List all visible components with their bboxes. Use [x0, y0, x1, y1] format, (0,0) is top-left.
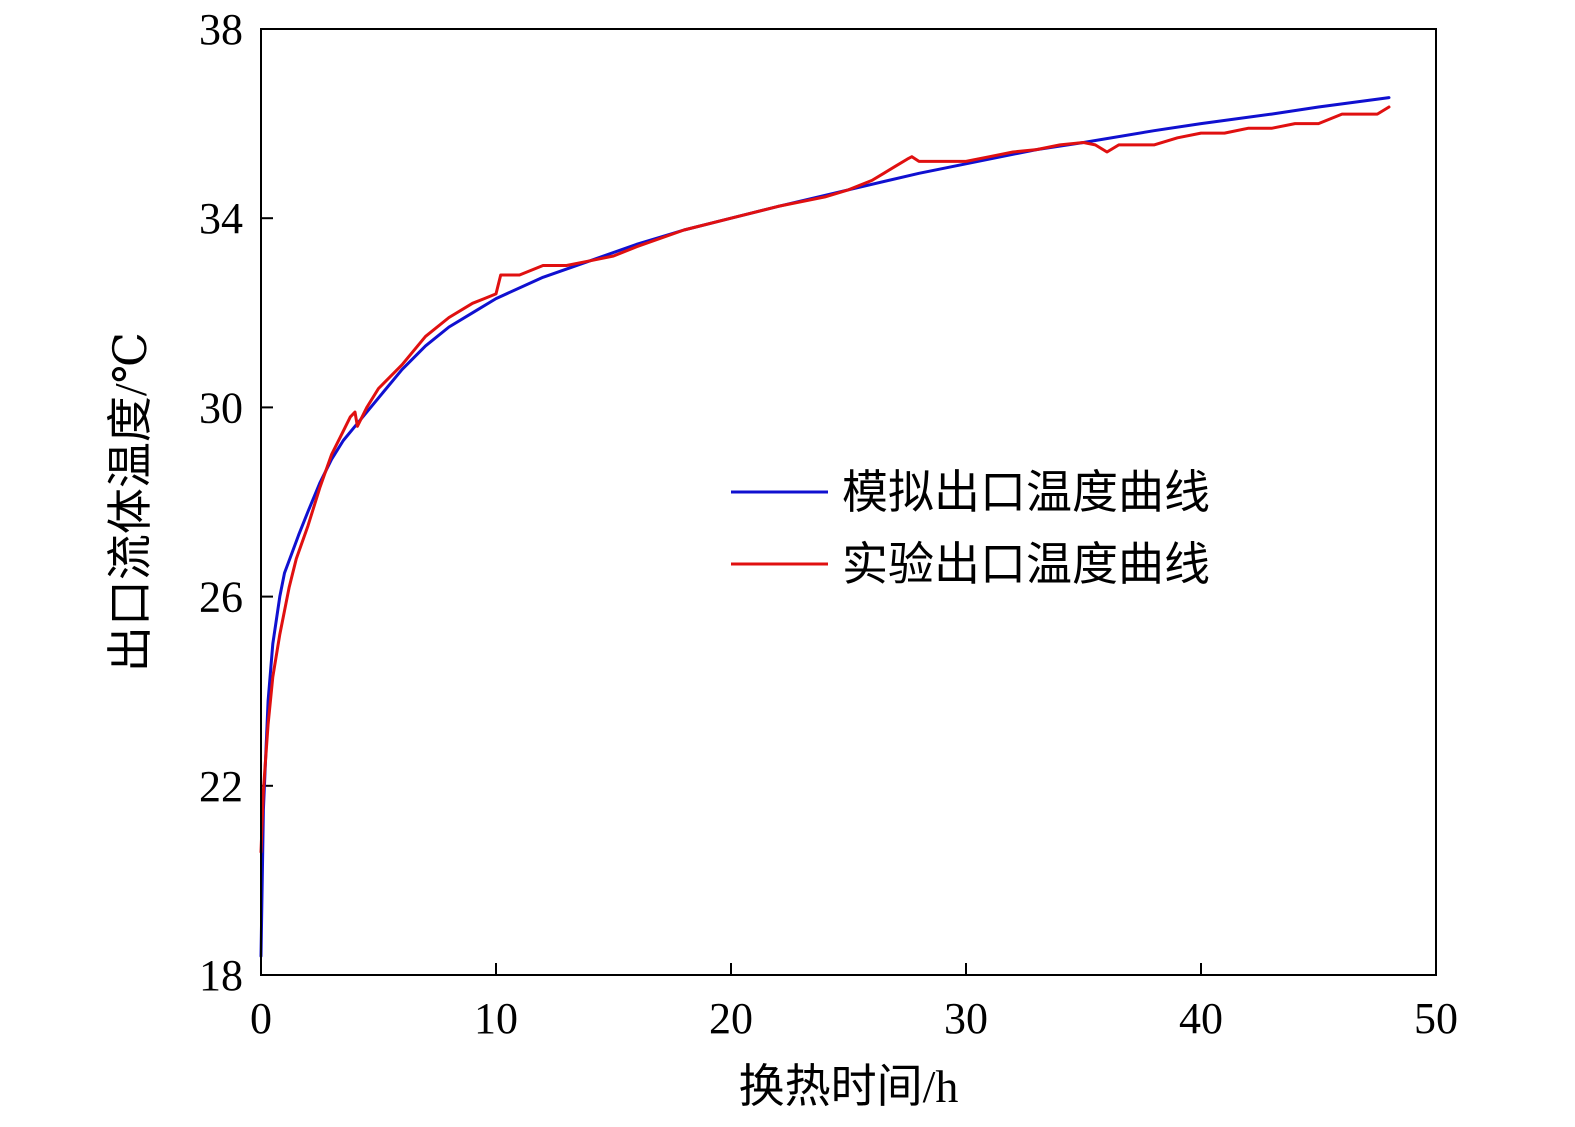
x-tick-label-2: 20 — [709, 994, 753, 1043]
legend-label-1: 实验出口温度曲线 — [842, 539, 1210, 590]
y-tick-label-3: 30 — [199, 383, 243, 432]
x-tick-label-1: 10 — [474, 994, 518, 1043]
series-line-0 — [259, 96, 1391, 958]
y-tick-label-1: 22 — [199, 762, 243, 811]
x-tick-label-3: 30 — [944, 994, 988, 1043]
y-tick-label-2: 26 — [199, 573, 243, 622]
x-axis-ticks — [260, 963, 1437, 975]
y-tick-label-0: 18 — [199, 951, 243, 1000]
x-tick-label-0: 0 — [250, 994, 272, 1043]
plot-lines — [259, 96, 1391, 958]
x-tick-label-5: 50 — [1414, 994, 1458, 1043]
x-axis-title: 换热时间/h — [739, 1061, 959, 1112]
tick-labels: 0 10 20 30 40 50 18 22 26 30 34 38 — [199, 5, 1458, 1043]
x-tick-label-4: 40 — [1179, 994, 1223, 1043]
legend-label-0: 模拟出口温度曲线 — [842, 467, 1210, 518]
y-tick-label-4: 34 — [199, 194, 243, 243]
y-tick-label-5: 38 — [199, 5, 243, 54]
y-axis-title: 出口流体温度/℃ — [105, 332, 156, 672]
series-line-1 — [259, 105, 1391, 854]
plot-frame — [260, 28, 1437, 976]
